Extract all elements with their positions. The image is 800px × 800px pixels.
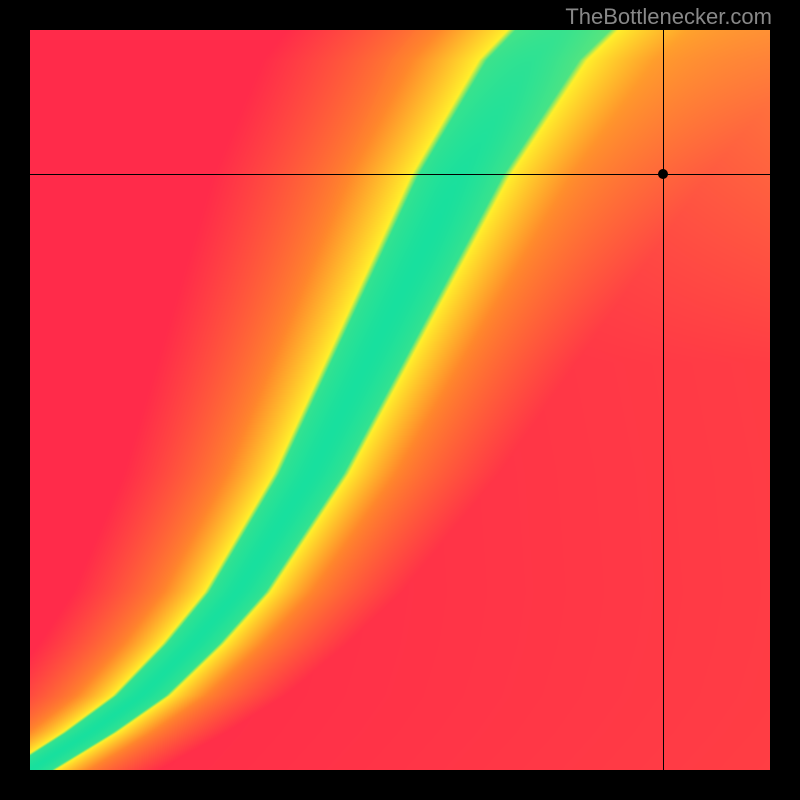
bottleneck-heatmap	[30, 30, 770, 770]
crosshair-marker	[658, 169, 668, 179]
watermark-text: TheBottlenecker.com	[565, 4, 772, 30]
crosshair-vertical	[663, 30, 664, 770]
chart-container: TheBottlenecker.com	[0, 0, 800, 800]
